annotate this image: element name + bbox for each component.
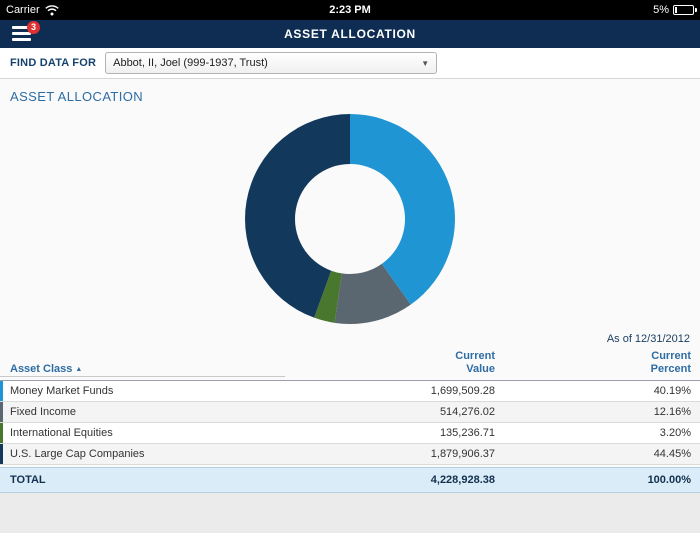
donut-segment-fixed-income [334, 263, 411, 324]
asset-color-accent [0, 381, 3, 401]
asset-class-cell: Money Market Funds [10, 385, 114, 397]
table-body: Money Market Funds 1,699,509.28 40.19% Fixe… [0, 381, 700, 465]
current-percent-cell: 44.45% [653, 448, 691, 460]
current-value-cell: 135,236.71 [439, 427, 495, 439]
total-percent: 100.00% [647, 474, 691, 486]
navigation-bar: 3 ASSET ALLOCATION [0, 20, 700, 48]
status-time: 2:23 PM [329, 4, 371, 16]
table-row: Fixed Income 514,276.02 12.16% [0, 402, 700, 423]
find-data-select[interactable]: Abbot, II, Joel (999-1937, Trust) ▼ [105, 52, 438, 74]
donut-segment-u-s-large-cap-companies [245, 114, 350, 318]
wifi-icon [44, 4, 59, 15]
find-data-bar: FIND DATA FOR Abbot, II, Joel (999-1937,… [0, 48, 700, 79]
current-percent-header: Current Percent [650, 350, 691, 375]
asset-color-accent [0, 402, 3, 422]
battery-icon [673, 5, 697, 15]
current-value-cell: 1,699,509.28 [430, 385, 495, 397]
battery-percent-label: 5% [653, 4, 669, 16]
sort-asc-icon: ▲ [75, 366, 83, 373]
table-header: Asset Class ▲ Current Value Current Percent [0, 348, 700, 381]
table-row: Money Market Funds 1,699,509.28 40.19% [0, 381, 700, 402]
asset-class-cell: Fixed Income [10, 406, 77, 418]
status-bar: Carrier 2:23 PM 5% [0, 0, 700, 20]
donut-chart-svg [245, 114, 455, 324]
hamburger-menu-button[interactable] [12, 26, 31, 41]
footer-strip [0, 493, 700, 533]
current-percent-cell: 3.20% [659, 427, 691, 439]
asset-allocation-donut-chart [243, 112, 457, 331]
asset-class-cell: U.S. Large Cap Companies [10, 448, 145, 460]
chevron-down-icon: ▼ [421, 58, 430, 68]
current-percent-cell: 12.16% [653, 406, 691, 418]
current-value-cell: 1,879,906.37 [430, 448, 495, 460]
section-title: ASSET ALLOCATION [10, 89, 144, 104]
total-value: 4,228,928.38 [430, 474, 495, 486]
find-data-label: FIND DATA FOR [10, 57, 97, 69]
table-row: U.S. Large Cap Companies 1,879,906.37 44.4… [0, 444, 700, 465]
notification-badge: 3 [27, 21, 40, 34]
asset-class-sort-underline [0, 376, 285, 377]
current-value-cell: 514,276.02 [439, 406, 495, 418]
donut-segment-money-market-funds [350, 114, 455, 305]
find-data-selected-value: Abbot, II, Joel (999-1937, Trust) [113, 57, 268, 69]
current-value-header: Current Value [455, 350, 495, 375]
page-title: ASSET ALLOCATION [284, 27, 416, 41]
total-label: TOTAL [10, 474, 46, 486]
donut-segment-international-equities [314, 270, 342, 323]
asset-color-accent [0, 444, 3, 464]
asset-class-header[interactable]: Asset Class ▲ [10, 363, 83, 375]
current-percent-cell: 40.19% [653, 385, 691, 397]
total-row: TOTAL 4,228,928.38 100.00% [0, 467, 700, 493]
as-of-date: As of 12/31/2012 [606, 333, 690, 345]
asset-color-accent [0, 423, 3, 443]
carrier-label: Carrier [6, 4, 40, 16]
asset-class-cell: International Equities [10, 427, 113, 439]
table-row: International Equities 135,236.71 3.20% [0, 423, 700, 444]
